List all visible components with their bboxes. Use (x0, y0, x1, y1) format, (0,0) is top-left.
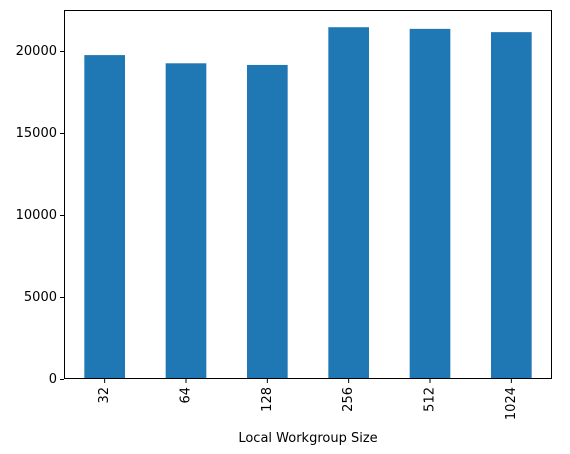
x-tick-label: 1024 (504, 387, 519, 420)
bar-32 (84, 55, 125, 379)
y-tick-label: 10000 (16, 208, 57, 223)
x-tick-label: 128 (260, 387, 275, 412)
x-tick-label: 256 (341, 387, 356, 412)
x-tick-label: 512 (423, 387, 438, 412)
bar-512 (409, 28, 451, 380)
bar-1024 (491, 32, 532, 379)
y-tick-label: 5000 (24, 290, 57, 305)
x-axis-label: Local Workgroup Size (238, 431, 377, 446)
bar-256 (328, 27, 369, 379)
y-tick-label: 15000 (16, 126, 57, 141)
x-tick-label: 64 (179, 387, 194, 404)
y-tick-label: 0 (49, 372, 57, 387)
plot-frame (64, 10, 552, 379)
x-axis: 32 64 128 256 512 1024 (97, 379, 519, 420)
x-tick-label: 32 (97, 387, 112, 404)
y-axis: 0 5000 10000 15000 20000 (16, 44, 64, 387)
bar-128 (247, 64, 288, 379)
bars-group (84, 27, 532, 380)
bar-64 (165, 63, 207, 380)
y-tick-label: 20000 (16, 44, 57, 59)
